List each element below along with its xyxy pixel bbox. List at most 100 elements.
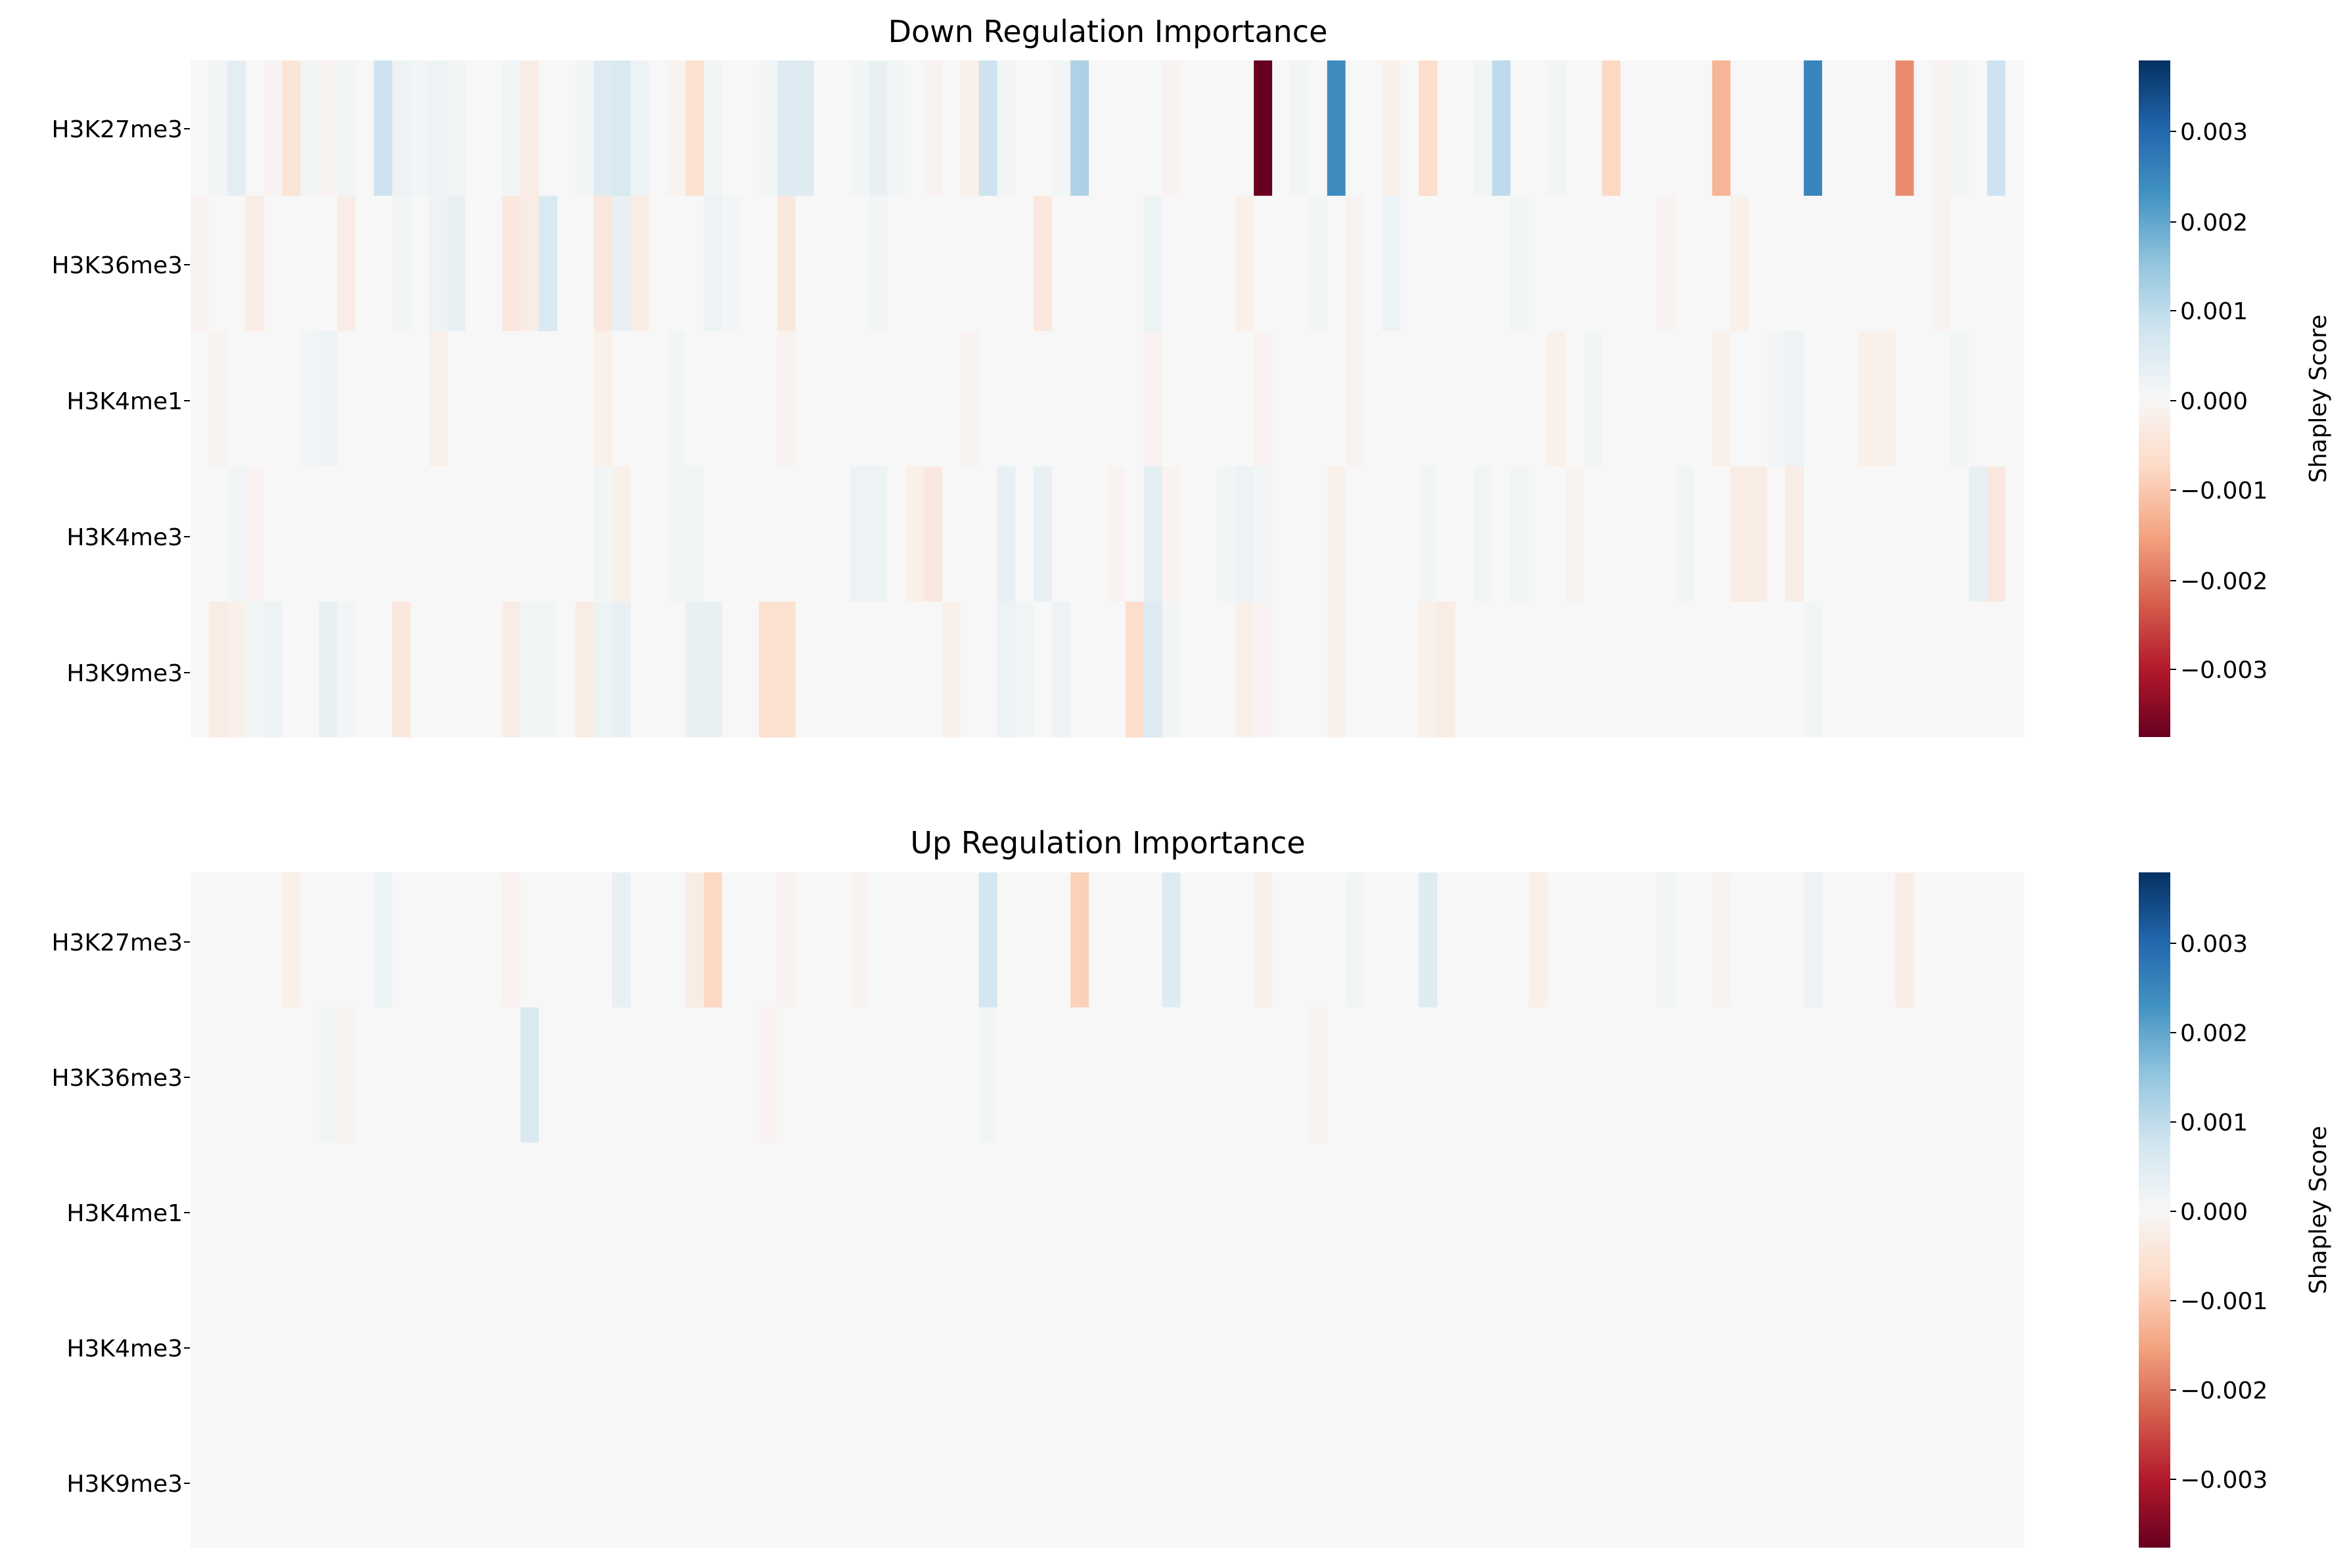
heatmap-cell bbox=[1474, 1142, 1493, 1278]
heatmap-cell bbox=[1748, 1412, 1768, 1548]
chart-title: Down Regulation Importance bbox=[888, 14, 1328, 49]
heatmap-cell bbox=[1693, 466, 1713, 602]
heatmap-cell bbox=[978, 196, 998, 332]
heatmap-cell bbox=[593, 331, 613, 467]
heatmap-cell bbox=[484, 1007, 503, 1143]
heatmap-cell bbox=[942, 331, 961, 467]
heatmap-cell bbox=[1712, 602, 1731, 738]
heatmap-cell bbox=[1492, 602, 1511, 738]
heatmap-cell bbox=[1180, 1007, 1200, 1143]
heatmap-cell bbox=[1034, 1142, 1053, 1278]
heatmap-cell bbox=[869, 196, 888, 332]
heatmap-cell bbox=[1840, 872, 1860, 1008]
heatmap-cell bbox=[1528, 1007, 1548, 1143]
heatmap-cell bbox=[1455, 872, 1474, 1008]
heatmap-cell bbox=[2005, 602, 2024, 738]
heatmap-cell bbox=[1290, 331, 1310, 467]
heatmap-cell bbox=[704, 466, 723, 602]
heatmap-cell bbox=[777, 602, 796, 738]
heatmap-cell bbox=[1327, 872, 1346, 1008]
heatmap-cell bbox=[1474, 196, 1493, 332]
heatmap-cell bbox=[741, 466, 760, 602]
heatmap-cell bbox=[832, 1142, 851, 1278]
heatmap-cell bbox=[1180, 466, 1200, 602]
heatmap-cell bbox=[1070, 1277, 1089, 1413]
heatmap-cell bbox=[1217, 331, 1236, 467]
heatmap-cell bbox=[667, 602, 686, 738]
heatmap-cell bbox=[1070, 872, 1089, 1008]
heatmap-cell bbox=[1382, 331, 1401, 467]
heatmap-cell bbox=[1840, 466, 1860, 602]
heatmap-cell bbox=[484, 1412, 503, 1548]
heatmap-cell bbox=[869, 466, 888, 602]
heatmap-cell bbox=[1950, 1277, 1969, 1413]
heatmap-cell bbox=[1785, 60, 1804, 196]
heatmap-cell bbox=[758, 602, 778, 738]
heatmap-cell bbox=[1474, 331, 1493, 467]
heatmap-cell bbox=[685, 331, 704, 467]
heatmap-cell bbox=[1107, 466, 1126, 602]
heatmap-cell bbox=[1969, 60, 1988, 196]
heatmap-cell bbox=[1198, 1277, 1218, 1413]
heatmap-cell bbox=[502, 331, 521, 467]
heatmap-cell bbox=[942, 1412, 961, 1548]
heatmap-cell bbox=[1675, 1007, 1695, 1143]
heatmap-cell bbox=[539, 466, 558, 602]
heatmap-cell bbox=[465, 602, 484, 738]
heatmap-cell bbox=[649, 1277, 668, 1413]
heatmap-cell bbox=[813, 1277, 833, 1413]
heatmap-cell bbox=[1400, 331, 1419, 467]
heatmap-cell bbox=[1987, 602, 2006, 738]
heatmap-cell bbox=[960, 1412, 980, 1548]
heatmap-cell bbox=[1437, 1277, 1456, 1413]
heatmap-cell bbox=[337, 60, 356, 196]
heatmap-cell bbox=[978, 60, 998, 196]
heatmap-cell bbox=[300, 602, 319, 738]
heatmap-cell bbox=[1620, 466, 1639, 602]
heatmap-cell bbox=[1584, 1007, 1603, 1143]
heatmap-cell bbox=[1950, 60, 1969, 196]
heatmap-cell bbox=[924, 1412, 943, 1548]
heatmap-cell bbox=[1639, 196, 1658, 332]
heatmap-cell bbox=[1235, 196, 1254, 332]
heatmap-cell bbox=[1785, 331, 1804, 467]
heatmap-cell bbox=[1932, 1277, 1951, 1413]
heatmap-cell bbox=[978, 466, 998, 602]
heatmap-cell bbox=[612, 1142, 631, 1278]
heatmap-cell bbox=[612, 60, 631, 196]
heatmap-cell bbox=[520, 1412, 539, 1548]
heatmap-cell bbox=[1877, 602, 1896, 738]
heatmap-cell bbox=[465, 196, 484, 332]
heatmap-cell bbox=[1217, 872, 1236, 1008]
heatmap-cell bbox=[685, 196, 704, 332]
heatmap-cell bbox=[1235, 1412, 1254, 1548]
heatmap-cell bbox=[1217, 1277, 1236, 1413]
heatmap-cell bbox=[1547, 1277, 1566, 1413]
heatmap-cell bbox=[850, 196, 869, 332]
heatmap-cell bbox=[539, 1142, 558, 1278]
heatmap-cell bbox=[1785, 1277, 1804, 1413]
heatmap-cell bbox=[1895, 1277, 1915, 1413]
heatmap-cell bbox=[1419, 1007, 1438, 1143]
heatmap-cell bbox=[1143, 602, 1163, 738]
heatmap-cell bbox=[667, 1277, 686, 1413]
heatmap-cell bbox=[282, 196, 301, 332]
heatmap-cell bbox=[245, 1007, 265, 1143]
heatmap-cell bbox=[502, 466, 521, 602]
heatmap-cell bbox=[1254, 872, 1273, 1008]
heatmap-cell bbox=[1125, 1007, 1145, 1143]
heatmap-cell bbox=[1969, 1007, 1988, 1143]
heatmap-cell bbox=[1693, 1007, 1713, 1143]
heatmap-cell bbox=[1345, 196, 1365, 332]
heatmap-cell bbox=[2005, 60, 2024, 196]
heatmap-cell bbox=[758, 331, 778, 467]
heatmap-cell bbox=[905, 602, 924, 738]
heatmap-cell bbox=[997, 1277, 1016, 1413]
heatmap-cell bbox=[1125, 1277, 1145, 1413]
heatmap-cell bbox=[777, 1277, 796, 1413]
heatmap-cell bbox=[850, 1277, 869, 1413]
heatmap-cell bbox=[1162, 466, 1181, 602]
heatmap-cell bbox=[300, 1007, 319, 1143]
heatmap-cell bbox=[1528, 196, 1548, 332]
heatmap-cell bbox=[208, 1277, 228, 1413]
